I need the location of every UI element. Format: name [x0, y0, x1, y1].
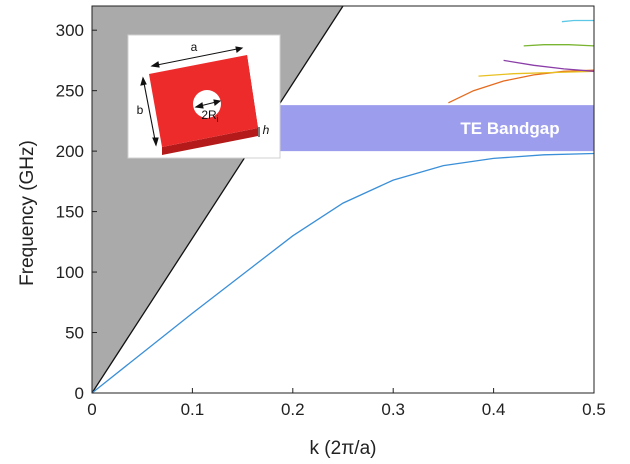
radiation-modes-label-line2: Modes — [338, 89, 392, 108]
unit-cell-inset: a b 2Ri h — [127, 34, 281, 159]
slab-bottom-side — [162, 128, 258, 155]
x-tick-label-2: 0.2 — [281, 400, 305, 419]
y-tick-label-2: 100 — [56, 263, 84, 282]
radius-label: 2Ri — [201, 108, 218, 124]
height-label: b — [137, 103, 144, 117]
y-tick-label-1: 50 — [65, 324, 84, 343]
band-line-1 — [91, 152, 595, 394]
y-tick-label-5: 250 — [56, 82, 84, 101]
width-label: a — [191, 40, 198, 54]
te-bandgap-region — [248, 105, 594, 152]
light-line — [91, 5, 344, 394]
radiation-modes-label-line1: Radiation — [326, 66, 403, 85]
dimension-arrows — [140, 46, 260, 147]
x-axis-label: k (2π/a) — [310, 438, 377, 459]
x-tick-label-1: 0.1 — [181, 400, 205, 419]
band-line-3 — [478, 70, 595, 77]
slab-top-face — [149, 55, 258, 147]
x-tick-label-0: 0 — [87, 400, 96, 419]
y-axis-label: Frequency (GHz) — [17, 140, 38, 286]
plot-frame — [91, 5, 595, 394]
y-tick-label-0: 0 — [75, 384, 84, 403]
thickness-label: h — [263, 123, 270, 137]
band-line-6 — [561, 19, 594, 23]
y-tick-label-6: 300 — [56, 21, 84, 40]
x-tick-label-5: 0.5 — [582, 400, 606, 419]
band-line-2 — [448, 69, 595, 104]
x-tick-label-3: 0.3 — [381, 400, 405, 419]
te-bandgap-label: TE Bandgap — [460, 119, 559, 138]
band-line-5 — [523, 44, 595, 47]
y-tick-label-3: 150 — [56, 203, 84, 222]
x-tick-label-4: 0.4 — [482, 400, 506, 419]
y-tick-label-4: 200 — [56, 142, 84, 161]
band-line-4 — [503, 59, 595, 72]
